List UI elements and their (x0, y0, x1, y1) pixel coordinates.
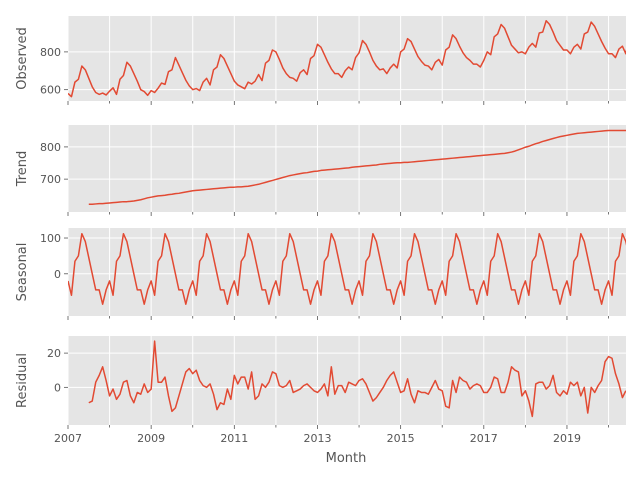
subplot-trend: 700 800 Trend (15, 125, 640, 216)
x-axis-label: Month (326, 451, 367, 466)
subplot-seasonal: 0 100 Seasonal (15, 228, 640, 320)
x-tick-label: 2017 (470, 432, 498, 445)
y-tick-label: 800 (40, 46, 61, 59)
x-tick-label: 2013 (303, 432, 331, 445)
subplots: 600 800 Observed 700 800 Trend 0 100 Seasonal 0 20… (15, 16, 640, 445)
y-tick-label: 0 (54, 381, 61, 394)
y-axis-label: Trend (15, 151, 30, 188)
y-tick-label: 700 (40, 173, 61, 186)
subplot-residual: 0 20 Residual 2007 2009 2011 2013 2015 2017 2019 (15, 336, 626, 445)
y-tick-label: 20 (47, 347, 61, 360)
y-tick-label: 600 (40, 84, 61, 97)
y-tick-label: 800 (40, 141, 61, 154)
x-tick-label: 2009 (137, 432, 165, 445)
y-axis-label: Residual (15, 353, 30, 408)
y-tick-label: 0 (54, 268, 61, 281)
x-tick-label: 2011 (220, 432, 248, 445)
panel-background (68, 16, 626, 101)
subplot-observed: 600 800 Observed (15, 16, 640, 105)
x-tick-label: 2007 (54, 432, 82, 445)
y-axis-label: Seasonal (15, 243, 30, 302)
x-tick-label: 2015 (387, 432, 415, 445)
x-tick-label: 2019 (553, 432, 581, 445)
y-tick-label: 100 (40, 232, 61, 245)
y-axis-label: Observed (15, 27, 30, 90)
